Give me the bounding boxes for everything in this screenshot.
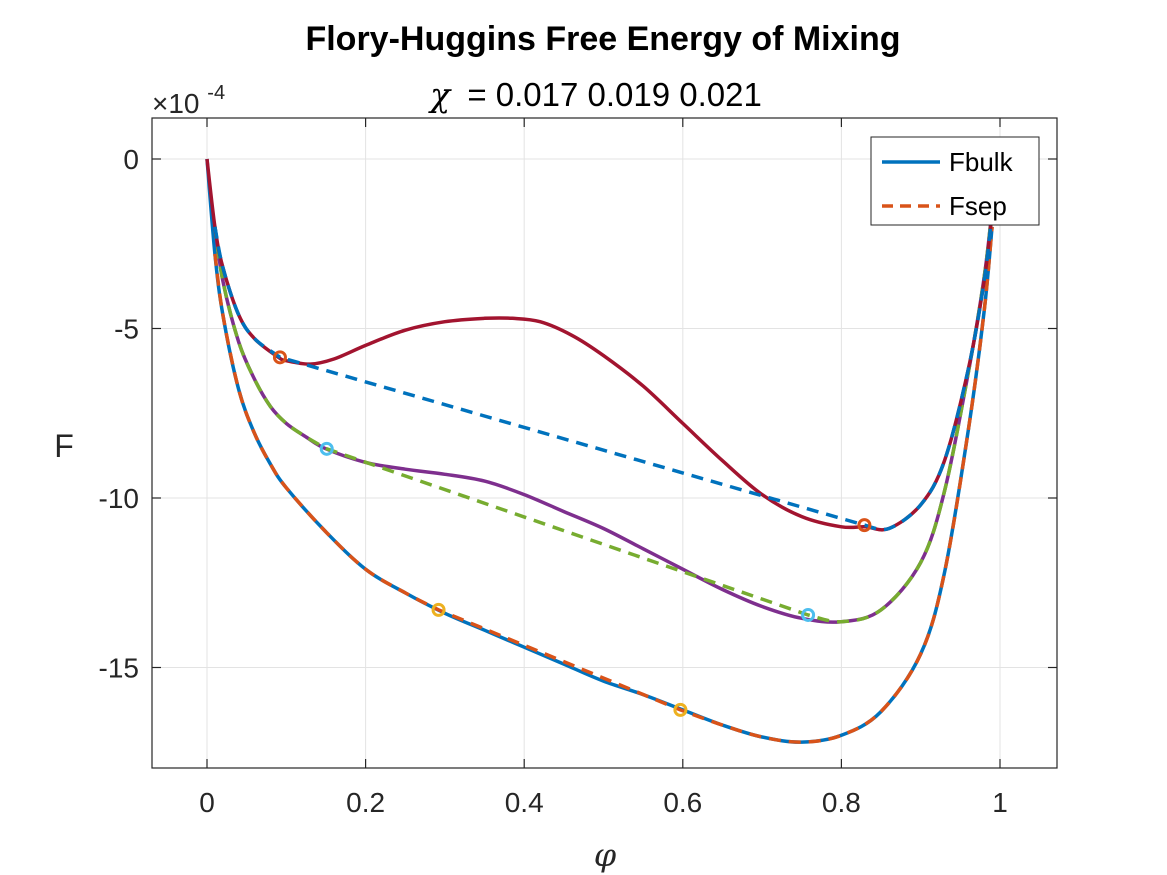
plot-background <box>152 118 1057 768</box>
x-tick-label: 0.4 <box>505 787 544 818</box>
x-tick-label: 0.2 <box>346 787 385 818</box>
x-tick-label: 0 <box>199 787 215 818</box>
plot-area <box>205 158 994 744</box>
legend-box <box>870 136 1040 226</box>
grid-lines <box>152 118 1057 768</box>
x-axis-label: φ <box>594 836 617 874</box>
chart-subtitle: χ = 0.017 0.019 0.021 <box>428 75 762 114</box>
y-scale-times: ×10 <box>152 88 200 119</box>
x-tick-label: 0.6 <box>663 787 702 818</box>
chi-values: = 0.017 0.019 0.021 <box>467 76 762 113</box>
y-scale-multiplier: ×10 -4 <box>152 82 225 119</box>
y-tick-label: -15 <box>99 653 139 684</box>
binodal-point <box>319 441 334 456</box>
y-tick-label: -5 <box>114 314 139 345</box>
legend-fbulk-label: Fbulk <box>949 147 1014 177</box>
chi-symbol: χ <box>428 75 452 114</box>
binodal-point <box>431 602 446 617</box>
y-scale-exponent: -4 <box>207 82 225 104</box>
fsep-curve-chi-0.021 <box>213 212 994 532</box>
binodal-point <box>673 702 688 717</box>
axes: 0 0.2 0.4 0.6 0.8 1 0 -5 -10 -15 <box>99 117 1058 818</box>
fsep-curve-chi-0.017 <box>213 226 994 744</box>
x-tick-label: 1 <box>992 787 1008 818</box>
y-axis-label: F <box>54 428 74 464</box>
y-tick-label: -10 <box>99 483 139 514</box>
legend-fsep-label: Fsep <box>949 191 1007 221</box>
y-tick-label: 0 <box>123 144 139 175</box>
x-tick-label: 0.8 <box>822 787 861 818</box>
binodal-point <box>272 350 287 365</box>
axes-box <box>151 117 1058 769</box>
legend: Fbulk Fsep <box>870 136 1040 226</box>
binodal-point <box>801 607 816 622</box>
binodal-point <box>857 518 872 533</box>
chart-title: Flory-Huggins Free Energy of Mixing <box>305 20 900 58</box>
